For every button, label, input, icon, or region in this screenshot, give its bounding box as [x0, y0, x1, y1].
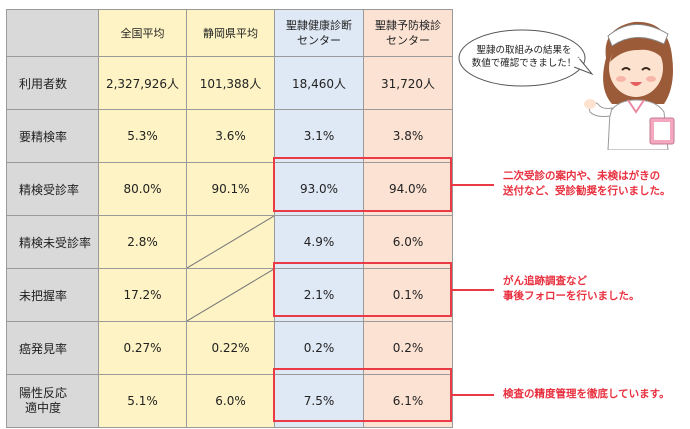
connector-line	[452, 184, 494, 186]
highlight-box-accuracy	[273, 368, 452, 422]
cell-value: 0.22%	[186, 321, 275, 375]
note-accuracy: 検査の精度管理を徹底しています。	[503, 388, 670, 400]
cell-value: 3.1%	[274, 109, 364, 163]
row-label: 要精検率	[6, 109, 99, 163]
empty-cell-diagonal	[186, 215, 275, 269]
table-row: 未把握率 17.2% 2.1% 0.1%	[6, 268, 453, 322]
cell-value: 0.27%	[98, 321, 187, 375]
row-label: 陽性反応 適中度	[6, 374, 99, 428]
header-shizuoka: 静岡県平均	[186, 9, 275, 57]
cell-value: 6.0%	[363, 215, 453, 269]
header-yobou-center: 聖隷予防検診 センター	[363, 9, 453, 57]
table-row: 癌発見率 0.27% 0.22% 0.2% 0.2%	[6, 321, 453, 375]
header-kenshin-text: 聖隷健康診断 センター	[286, 19, 352, 47]
note-tracking: がん追跡調査など 事後フォローを行いました。	[503, 275, 640, 302]
cell-value: 80.0%	[98, 162, 187, 216]
speech-bubble-icon	[458, 29, 594, 87]
cell-value: 101,388人	[186, 56, 275, 110]
header-yobou-text: 聖隷予防検診 センター	[375, 19, 441, 47]
cell-value: 6.0%	[186, 374, 275, 428]
row-label: 癌発見率	[6, 321, 99, 375]
row-label: 精検受診率	[6, 162, 99, 216]
table-row: 利用者数 2,327,926人 101,388人 18,460人 31,720人	[6, 56, 453, 110]
cell-value: 5.3%	[98, 109, 187, 163]
empty-cell-diagonal	[186, 268, 275, 322]
cell-value: 0.2%	[363, 321, 453, 375]
cell-value: 18,460人	[274, 56, 364, 110]
cell-value: 4.9%	[274, 215, 364, 269]
cell-value: 3.8%	[363, 109, 453, 163]
bubble-text: 聖隷の取組みの結果を 数値で確認できました！	[471, 45, 577, 69]
connector-line	[452, 394, 494, 396]
table-row: 精検受診率 80.0% 90.1% 93.0% 94.0%	[6, 162, 453, 216]
cell-value: 31,720人	[363, 56, 453, 110]
highlight-box-followup-visit	[273, 157, 452, 212]
cell-value: 17.2%	[98, 268, 187, 322]
connector-line	[452, 289, 494, 291]
row-label-text: 陽性反応 適中度	[19, 386, 68, 415]
cell-value: 5.1%	[98, 374, 187, 428]
statistics-table: 全国平均 静岡県平均 聖隷健康診断 センター 聖隷予防検診 センター 利用者数 …	[6, 9, 453, 428]
cell-value: 7.5%	[274, 374, 364, 428]
cell-value: 3.6%	[186, 109, 275, 163]
cell-value: 2.8%	[98, 215, 187, 269]
nurse-illustration-icon	[584, 21, 675, 150]
table-row: 要精検率 5.3% 3.6% 3.1% 3.8%	[6, 109, 453, 163]
row-label: 未把握率	[6, 268, 99, 322]
row-label: 利用者数	[6, 56, 99, 110]
header-national: 全国平均	[98, 9, 187, 57]
table-row: 陽性反応 適中度 5.1% 6.0% 7.5% 6.1%	[6, 374, 453, 428]
cell-value: 2.1%	[274, 268, 364, 322]
header-kenshin-center: 聖隷健康診断 センター	[274, 9, 364, 57]
cell-value: 6.1%	[363, 374, 453, 428]
note-followup-visit: 二次受診の案内や、未検はがきの 送付など、受診勧奨を行いました。	[503, 170, 671, 197]
header-row: 全国平均 静岡県平均 聖隷健康診断 センター 聖隷予防検診 センター	[6, 9, 453, 57]
highlight-box-tracking	[273, 262, 452, 317]
corner-cell	[6, 9, 99, 57]
table-row: 精検未受診率 2.8% 4.9% 6.0%	[6, 215, 453, 269]
cell-value: 90.1%	[186, 162, 275, 216]
cell-value: 0.2%	[274, 321, 364, 375]
cell-value: 94.0%	[363, 162, 453, 216]
cell-value: 2,327,926人	[98, 56, 187, 110]
row-label: 精検未受診率	[6, 215, 99, 269]
